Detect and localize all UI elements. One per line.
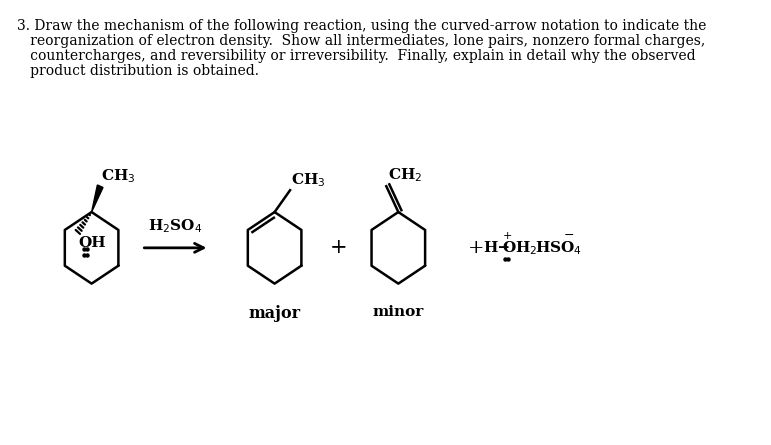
Text: +: + — [329, 239, 347, 257]
Text: CH$_3$: CH$_3$ — [101, 167, 136, 185]
Text: reorganization of electron density.  Show all intermediates, lone pairs, nonzero: reorganization of electron density. Show… — [17, 34, 705, 48]
Text: 3. Draw the mechanism of the following reaction, using the curved-arrow notation: 3. Draw the mechanism of the following r… — [17, 19, 706, 33]
Text: minor: minor — [372, 305, 424, 320]
Text: OH$_2$: OH$_2$ — [502, 239, 538, 257]
Text: H−: H− — [483, 241, 510, 255]
Text: CH$_2$: CH$_2$ — [388, 166, 423, 184]
Text: +: + — [468, 239, 484, 257]
Text: OH: OH — [79, 236, 106, 250]
Text: CH$_3$: CH$_3$ — [291, 171, 325, 189]
Text: HSO$_4$: HSO$_4$ — [535, 239, 582, 257]
Text: product distribution is obtained.: product distribution is obtained. — [17, 64, 259, 78]
Text: −: − — [564, 230, 574, 243]
Polygon shape — [92, 185, 103, 212]
Text: H$_2$SO$_4$: H$_2$SO$_4$ — [148, 217, 203, 235]
Text: countercharges, and reversibility or irreversibility.  Finally, explain in detai: countercharges, and reversibility or irr… — [17, 49, 695, 63]
Text: major: major — [248, 305, 301, 323]
Text: +: + — [503, 231, 513, 241]
